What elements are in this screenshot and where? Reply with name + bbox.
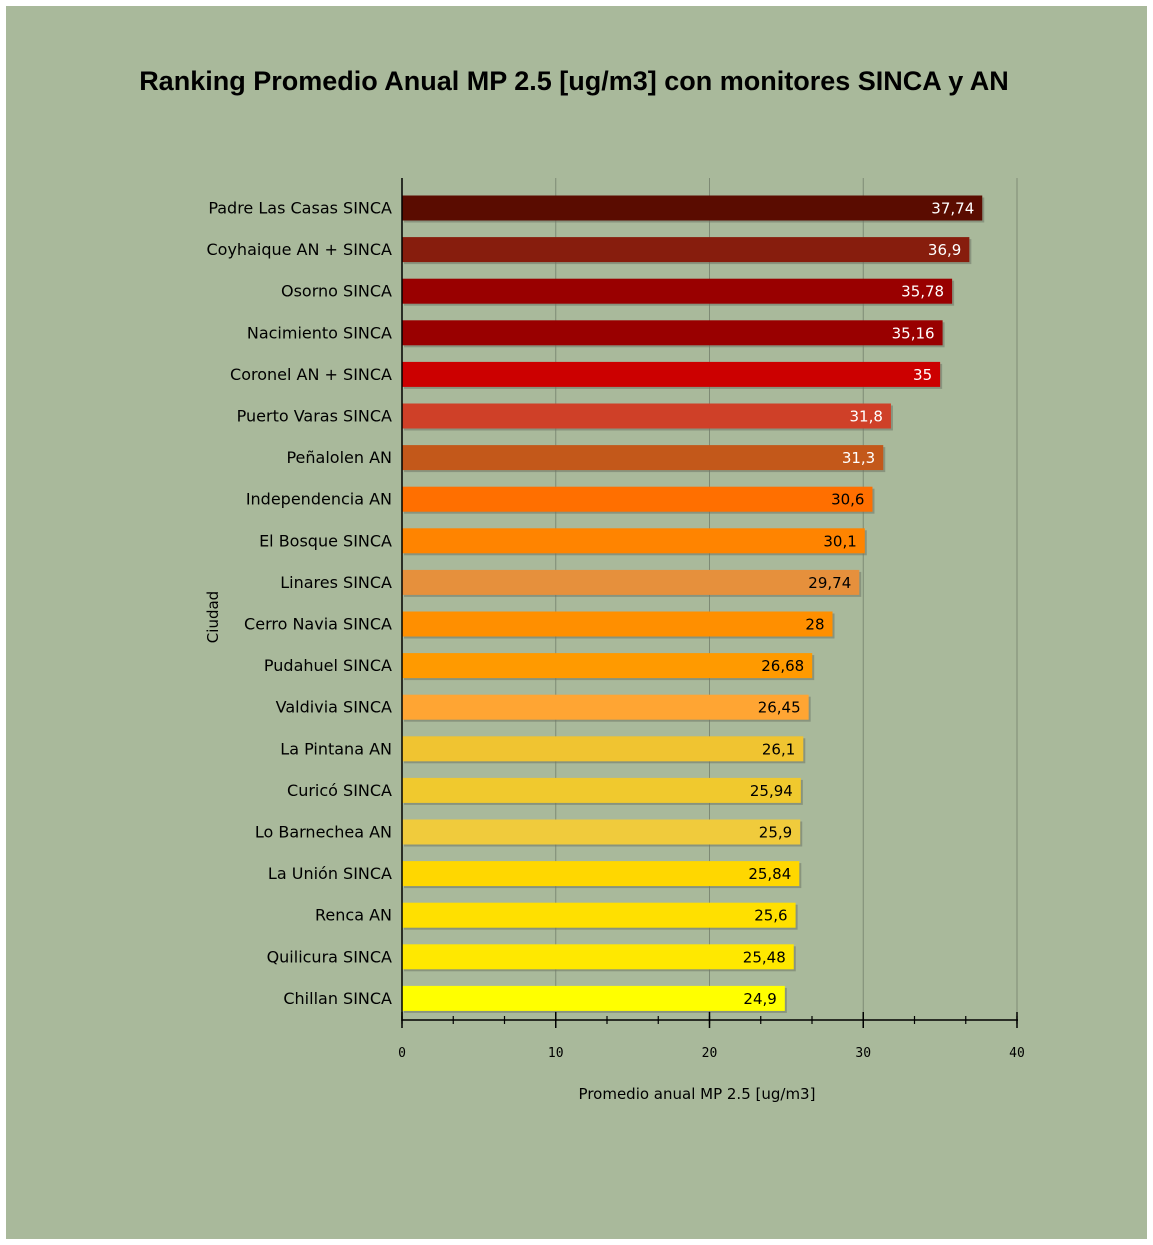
data-label: 35 xyxy=(913,366,932,384)
category-label: Coyhaique AN + SINCA xyxy=(207,240,393,259)
category-label: Coronel AN + SINCA xyxy=(230,365,392,384)
data-label: 35,16 xyxy=(892,324,935,342)
bar xyxy=(402,611,833,637)
x-tick-label: 20 xyxy=(702,1046,718,1061)
data-label: 30,1 xyxy=(823,532,856,550)
bar xyxy=(402,985,785,1011)
x-axis-title: Promedio anual MP 2.5 [ug/m3] xyxy=(579,1085,816,1103)
x-tick-label: 30 xyxy=(855,1046,871,1061)
category-label: Independencia AN xyxy=(246,490,392,509)
data-label: 29,74 xyxy=(808,574,851,592)
chart-title: Ranking Promedio Anual MP 2.5 [ug/m3] co… xyxy=(139,66,1009,96)
data-label: 28 xyxy=(805,616,824,634)
category-label: Cerro Navia SINCA xyxy=(244,615,392,634)
data-label: 26,45 xyxy=(758,699,801,717)
category-label: Linares SINCA xyxy=(280,573,392,592)
bar xyxy=(402,569,860,595)
x-tick-label: 40 xyxy=(1009,1046,1025,1061)
data-label: 31,3 xyxy=(842,449,875,467)
bar xyxy=(402,320,943,346)
data-label: 25,6 xyxy=(754,907,787,925)
category-label: Chillan SINCA xyxy=(283,989,392,1008)
category-label: Renca AN xyxy=(315,906,392,925)
category-label: El Bosque SINCA xyxy=(259,531,392,550)
category-label: Curicó SINCA xyxy=(287,781,392,800)
axes: 0 10 20 30 40 xyxy=(398,178,1025,1061)
category-label: Valdivia SINCA xyxy=(276,698,392,717)
bar xyxy=(402,736,804,762)
bar xyxy=(402,445,884,471)
bars: 37,74 36,9 35,78 35,16 35 31,8 31,3 30,6 30,1 29,… xyxy=(402,195,985,1013)
category-label: Osorno SINCA xyxy=(281,282,392,301)
category-label: Lo Barnechea AN xyxy=(255,823,392,842)
bar xyxy=(402,902,796,928)
data-label: 31,8 xyxy=(850,408,883,426)
category-label: La Unión SINCA xyxy=(268,864,392,883)
data-label: 30,6 xyxy=(831,491,864,509)
x-tick-label: 0 xyxy=(398,1046,406,1061)
bar xyxy=(402,653,813,679)
data-label: 25,84 xyxy=(748,865,791,883)
bar xyxy=(402,237,970,263)
x-tick-label: 10 xyxy=(548,1046,564,1061)
category-label: Nacimiento SINCA xyxy=(247,323,392,342)
bar xyxy=(402,777,801,803)
category-label: Quilicura SINCA xyxy=(267,947,392,966)
data-label: 35,78 xyxy=(901,283,944,301)
category-labels: Padre Las Casas SINCA Coyhaique AN + SINC… xyxy=(207,199,393,1008)
bar xyxy=(402,486,873,512)
data-label: 25,48 xyxy=(743,948,786,966)
data-label: 26,68 xyxy=(761,657,804,675)
bar xyxy=(402,861,800,887)
bar xyxy=(402,944,794,970)
category-label: La Pintana AN xyxy=(280,739,392,758)
data-label: 36,9 xyxy=(928,241,961,259)
bar xyxy=(402,528,865,554)
category-label: Peñalolen AN xyxy=(286,448,392,467)
bar xyxy=(402,403,891,429)
category-label: Pudahuel SINCA xyxy=(264,656,392,675)
bar xyxy=(402,819,801,845)
data-label: 25,94 xyxy=(750,782,793,800)
data-label: 37,74 xyxy=(931,200,974,218)
data-label: 26,1 xyxy=(762,740,795,758)
category-label: Padre Las Casas SINCA xyxy=(208,199,392,218)
bar xyxy=(402,278,953,304)
bar xyxy=(402,694,809,720)
data-label: 24,9 xyxy=(743,990,776,1008)
bar xyxy=(402,361,941,387)
bar xyxy=(402,195,983,221)
data-label: 25,9 xyxy=(759,824,792,842)
y-axis-title: Ciudad xyxy=(204,591,222,643)
category-label: Puerto Varas SINCA xyxy=(237,407,392,426)
